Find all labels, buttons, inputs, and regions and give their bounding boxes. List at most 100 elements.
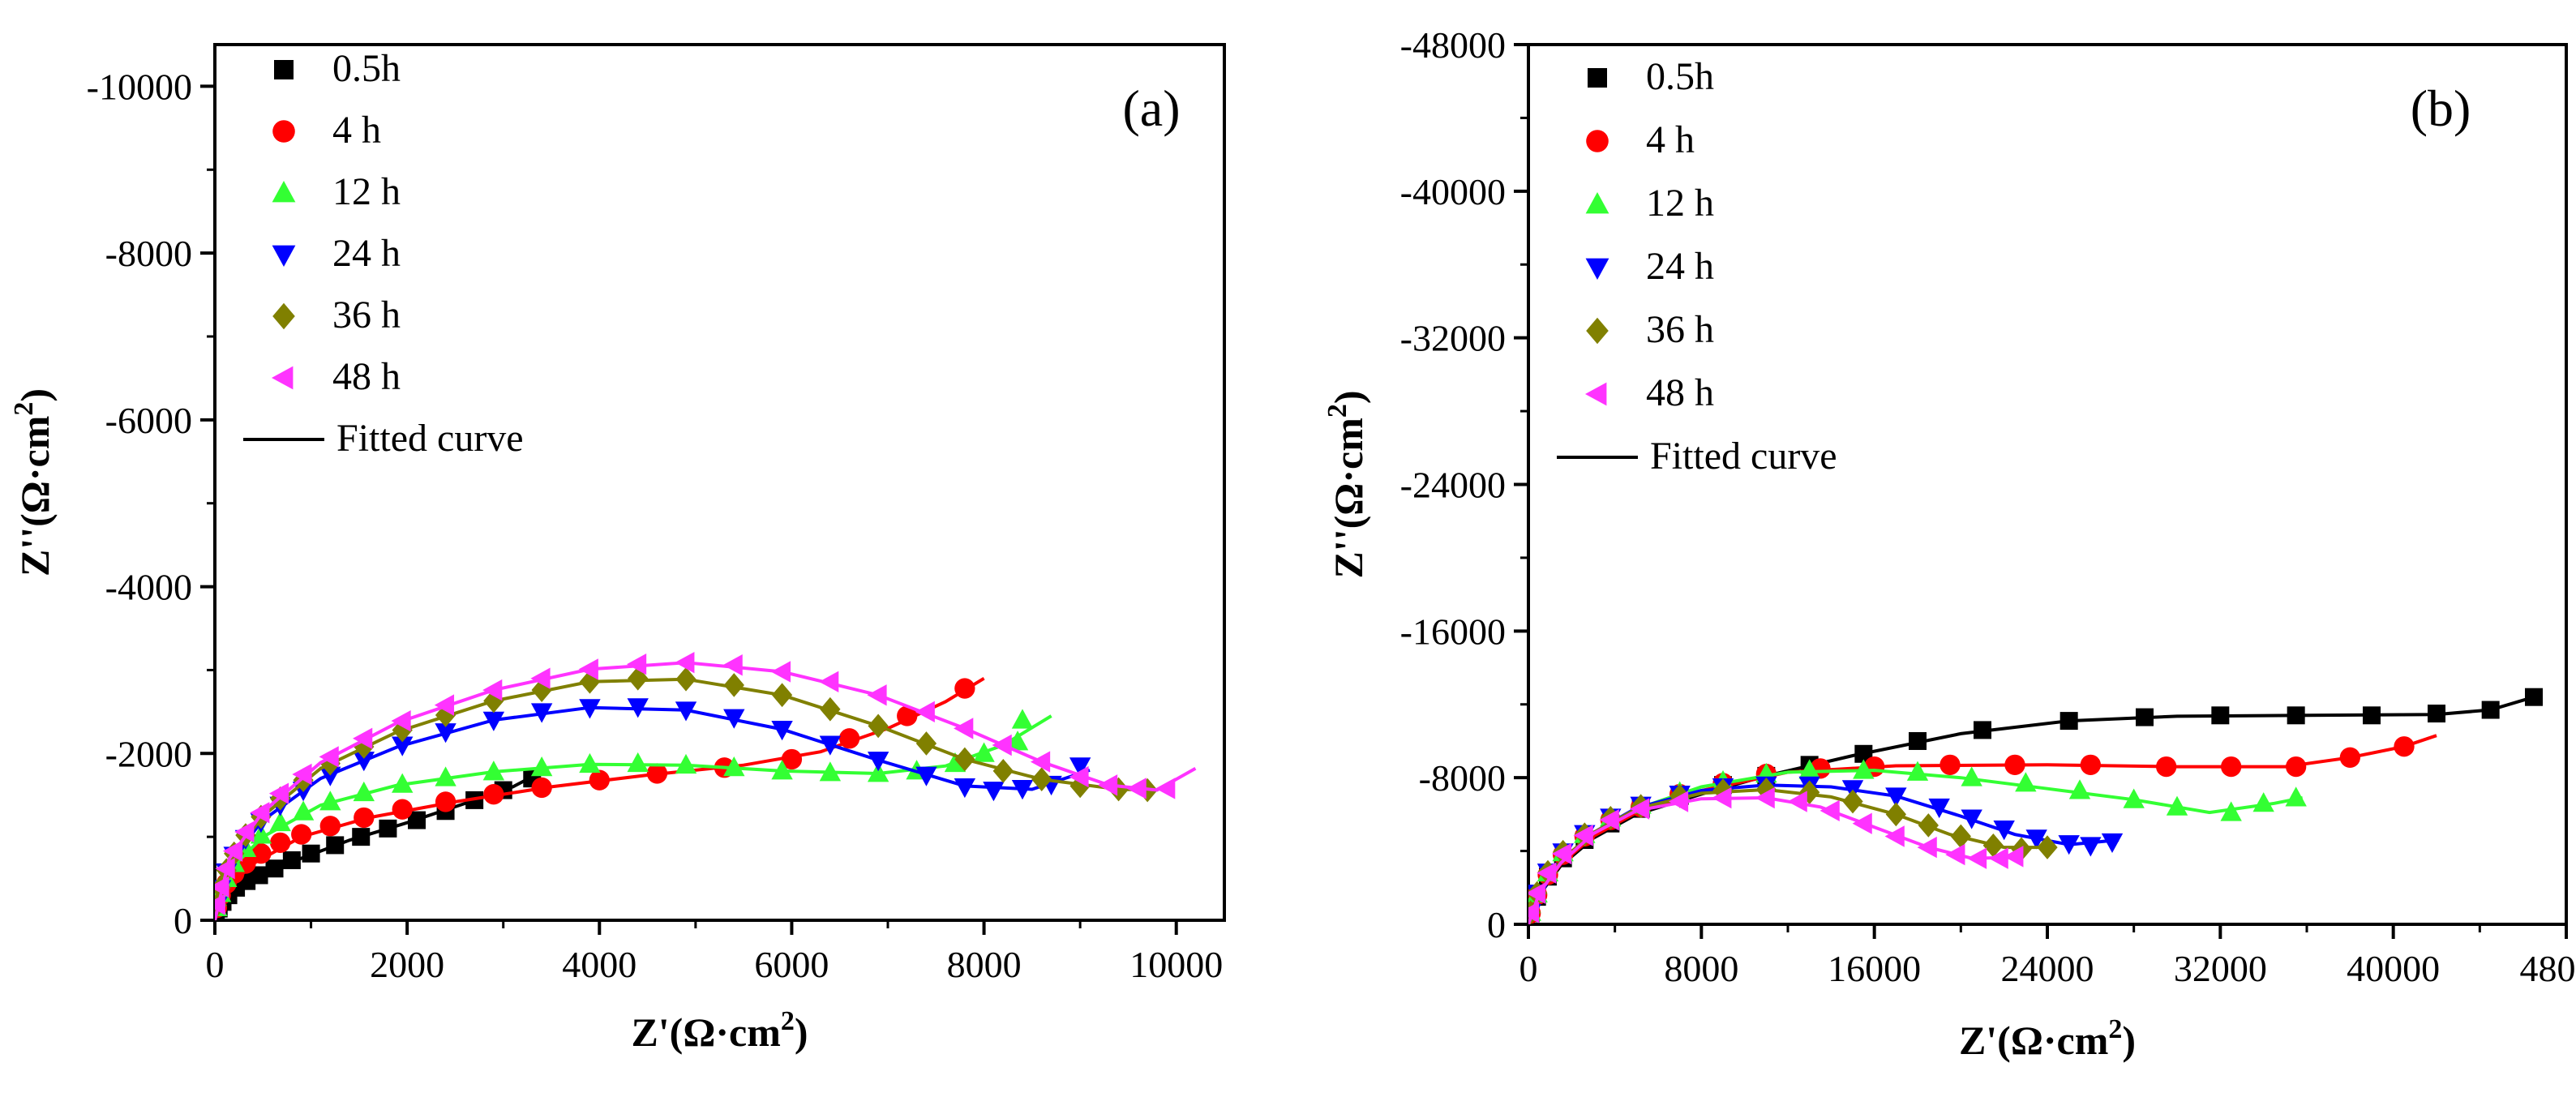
y-tick-label: 0 — [1487, 904, 1506, 945]
y-axis-label-close: ) — [1326, 391, 1371, 405]
series-05h-point — [1974, 721, 1991, 739]
y-tick-label: -24000 — [1400, 465, 1506, 506]
data-area — [215, 651, 1197, 920]
series-12h-point — [2123, 788, 2145, 808]
series-12h-point — [944, 752, 967, 773]
series-12h-point — [867, 762, 889, 782]
x-tick-label: 8000 — [947, 944, 1022, 985]
legend-marker — [272, 245, 296, 267]
series-48h-point — [482, 679, 503, 701]
legend-label: 24 h — [332, 232, 401, 275]
series-4h-point — [392, 799, 413, 820]
series-48h-point — [292, 763, 312, 786]
series-4h-point — [354, 807, 375, 829]
legend-marker — [272, 120, 295, 143]
series-4h-point — [291, 824, 312, 845]
series-05h-point — [2060, 712, 2078, 731]
series-36h-point — [771, 683, 793, 708]
series-4h-point — [2221, 756, 2242, 778]
series-48h-point — [1126, 778, 1147, 799]
y-tick-label: -40000 — [1400, 171, 1506, 212]
series-4h-point — [897, 705, 918, 726]
series-12h-point — [1798, 759, 1820, 779]
series-36h-point — [2037, 835, 2058, 859]
series-36h-point — [868, 713, 889, 739]
series-24h-point — [915, 766, 937, 786]
series-48h-point — [1097, 774, 1118, 796]
series-4h-point — [251, 843, 272, 864]
series-48h-point — [1917, 836, 1937, 859]
legend-marker — [1585, 258, 1609, 280]
series-24h-point — [579, 699, 601, 719]
y-tick-label: -6000 — [105, 400, 192, 441]
x-tick-label: 40000 — [2347, 948, 2440, 989]
series-05h-point — [2287, 706, 2305, 725]
series-48h-point — [1155, 778, 1176, 799]
y-tick-label: -48000 — [1400, 24, 1506, 66]
series-12h-point — [1961, 766, 1982, 786]
series-36h-point — [992, 759, 1014, 783]
series-48h-point — [1787, 791, 1807, 812]
series-24h-point — [392, 736, 414, 756]
series-48h-point — [992, 734, 1012, 756]
series-24h-point — [867, 752, 889, 772]
series-36h-point — [392, 718, 413, 743]
x-tick-label: 6000 — [754, 944, 829, 985]
series-48h-point — [2004, 846, 2024, 868]
series-48h-point — [222, 840, 243, 862]
series-24h-point — [2058, 835, 2080, 855]
series-48h-point — [1599, 808, 1619, 831]
series-05h-point — [265, 859, 284, 878]
legend-marker — [272, 302, 295, 330]
series-48h-point — [1069, 765, 1089, 788]
legend-marker — [1588, 68, 1607, 88]
series-24h-point — [771, 721, 793, 741]
series-4h-point — [2286, 756, 2307, 778]
y-tick-label: -32000 — [1400, 318, 1506, 359]
series-12h-point — [2220, 801, 2242, 821]
y-axis-label: Z''(Ω·cm2) — [1322, 391, 1371, 579]
series-4h-point — [1940, 754, 1961, 775]
x-axis-label-sup: 2 — [781, 1006, 795, 1036]
y-axis-label-main: Z''(Ω·cm — [1326, 418, 1371, 578]
series-48h-point — [1537, 862, 1557, 884]
series-36h-point — [1950, 824, 1971, 849]
series-12h-point — [1853, 759, 1875, 779]
series-48h-point — [1819, 799, 1840, 822]
series-36h-point — [675, 666, 697, 692]
series-12h-point — [627, 752, 649, 773]
series-12h-point — [1006, 731, 1029, 751]
series-48h-point — [353, 727, 373, 749]
legend-label: 24 h — [1646, 245, 1714, 288]
series-12h-point — [319, 791, 341, 811]
y-axis-label-main: Z''(Ω·cm — [12, 416, 58, 576]
x-axis-label-main: Z'(Ω·cm — [1959, 1018, 2108, 1063]
series-48h-point — [1551, 842, 1572, 865]
series-24h-point — [627, 698, 649, 718]
series-12h-point — [675, 753, 697, 774]
x-axis-label: Z'(Ω·cm2) — [1959, 1014, 2136, 1063]
data-area — [1528, 688, 2543, 924]
series-48h-point — [1573, 825, 1593, 846]
x-tick-label: 48000 — [2520, 948, 2576, 989]
series-12h-point — [819, 761, 842, 782]
x-tick-label: 0 — [206, 944, 225, 985]
series-12h-point — [250, 824, 272, 844]
x-axis-label-close: ) — [2122, 1018, 2136, 1063]
series-48h-point — [1755, 786, 1775, 809]
series-48h-point — [250, 802, 270, 824]
series-24h-point — [675, 701, 697, 722]
series-05h-point — [1909, 731, 1927, 750]
series-05h-point — [379, 819, 397, 838]
legend-marker — [272, 181, 296, 203]
series-4h-point — [2339, 747, 2360, 768]
series-48h-point — [722, 654, 743, 676]
legend-marker — [1586, 317, 1609, 345]
series-05h-point — [250, 866, 268, 885]
legend-marker — [1585, 192, 1609, 214]
series-12h-point — [973, 742, 995, 762]
x-tick-label: 2000 — [370, 944, 444, 985]
series-24h-fit-line — [1528, 783, 2120, 924]
legend-label: 0.5h — [332, 47, 401, 90]
